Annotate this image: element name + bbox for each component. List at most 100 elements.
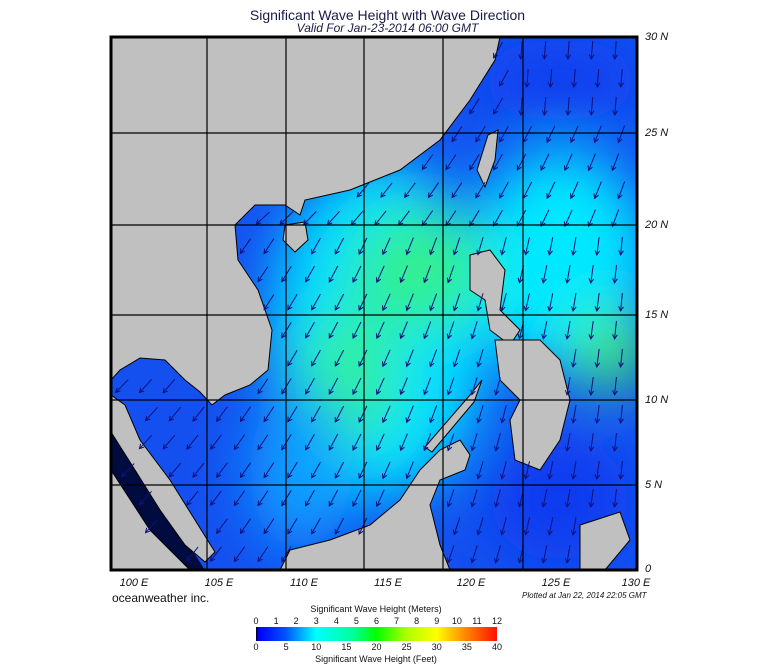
wave-direction-arrow (612, 488, 618, 508)
wave-direction-arrow (429, 237, 438, 256)
wave-direction-arrow (470, 377, 478, 396)
wave-direction-arrow (493, 545, 501, 564)
wave-direction-arrow (564, 545, 571, 564)
wave-direction-arrow (540, 209, 550, 228)
land-taiwan (476, 129, 499, 189)
wave-direction-arrow (192, 406, 205, 422)
wave-direction-arrow (162, 378, 176, 394)
feet-tick: 25 (401, 642, 412, 652)
wave-direction-arrow (564, 265, 571, 284)
wave-direction-arrow (115, 379, 129, 394)
wave-direction-arrow (516, 153, 527, 171)
lon-label: 110 E (290, 577, 318, 589)
map-subtitle: Valid For Jan-23-2014 06:00 GMT (296, 21, 479, 35)
wave-direction-arrow (469, 98, 480, 115)
wave-direction-arrow (263, 462, 275, 479)
wave-direction-arrow (375, 265, 385, 284)
wave-direction-arrow (618, 460, 624, 480)
wave-direction-arrow (547, 461, 554, 480)
land-visayas-mindanao (494, 339, 571, 471)
wave-direction-arrow (255, 211, 270, 225)
wave-direction-arrow (399, 321, 408, 340)
wave-direction-arrow (541, 321, 548, 340)
wave-direction-arrow (593, 125, 602, 144)
wave-direction-arrow (500, 517, 507, 536)
wave-direction-arrow (216, 406, 228, 423)
wave-direction-arrow (305, 321, 315, 339)
meters-tick: 9 (434, 616, 440, 626)
wave-direction-arrow (429, 293, 438, 312)
wave-direction-arrow (499, 69, 509, 87)
land-china-indochina (111, 37, 501, 406)
wave-direction-arrow (209, 434, 222, 451)
wave-direction-arrow (446, 433, 455, 452)
wave-direction-arrow (588, 377, 595, 396)
colorbar (256, 627, 497, 641)
lon-label: 100 E (119, 577, 149, 589)
wave-direction-arrow (239, 406, 252, 423)
wave-direction-arrow (328, 265, 339, 283)
wave-direction-arrow (311, 237, 321, 255)
wave-direction-arrow (311, 349, 321, 367)
wave-direction-arrow (405, 293, 414, 312)
wave-direction-arrow (618, 236, 624, 256)
wave-direction-arrow (287, 350, 298, 367)
wave-direction-arrow (594, 68, 601, 89)
lon-label: 120 E (456, 577, 486, 589)
wave-direction-arrow (192, 462, 205, 478)
wave-direction-arrow (541, 489, 548, 508)
wave-direction-arrow (476, 405, 484, 424)
wave-direction-arrow (565, 40, 571, 61)
wave-direction-arrow (469, 154, 480, 171)
wave-direction-arrow (569, 181, 579, 200)
wave-direction-arrow (475, 126, 486, 143)
wave-direction-arrow (547, 237, 554, 256)
wave-direction-arrow (311, 517, 321, 535)
wave-direction-arrow (618, 348, 624, 368)
land-borneo (279, 439, 471, 570)
wave-direction-arrow (239, 518, 252, 535)
wave-direction-arrow (570, 405, 577, 424)
wave-direction-arrow (352, 433, 362, 452)
wave-direction-arrow (570, 237, 577, 256)
wave-direction-arrow (617, 181, 626, 200)
colorbar-meters-title: Significant Wave Height (Meters) (310, 604, 442, 614)
wave-direction-arrow (445, 154, 457, 171)
wave-direction-arrow (594, 349, 601, 368)
wave-direction-arrow (446, 489, 455, 508)
land-sumatra (111, 469, 191, 570)
wave-direction-arrow (311, 405, 321, 423)
wave-direction-arrow (305, 265, 315, 283)
feet-tick: 10 (311, 642, 322, 652)
wave-direction-arrow (446, 377, 455, 396)
wave-direction-arrow (523, 461, 531, 480)
land-luzon (469, 249, 521, 346)
map-title: Significant Wave Height with Wave Direct… (249, 7, 526, 23)
wave-direction-arrow (334, 237, 345, 255)
wave-direction-arrow (564, 321, 571, 340)
plotted-timestamp: Plotted at Jan 22, 2014 22:05 GMT (522, 591, 647, 600)
wave-direction-arrow (263, 406, 275, 423)
meters-tick: 10 (451, 616, 462, 626)
wave-direction-arrow (564, 489, 571, 508)
wave-direction-arrow (570, 461, 577, 480)
wave-direction-arrow (257, 378, 269, 395)
wave-direction-arrow (541, 545, 548, 564)
wave-direction-arrow (493, 153, 503, 171)
wave-direction-arrow (358, 293, 368, 312)
wave-direction-arrow (352, 321, 362, 340)
wave-direction-arrow (541, 96, 548, 117)
wave-direction-arrow (476, 349, 484, 368)
lat-label: 10 N (645, 394, 669, 406)
wave-direction-arrow (593, 181, 602, 200)
wave-direction-arrow (570, 349, 577, 368)
wave-direction-arrow (287, 518, 298, 535)
wave-direction-arrow (423, 265, 432, 284)
wave-direction-arrow (405, 237, 414, 256)
wave-direction-arrow (452, 349, 461, 368)
wave-direction-arrow (263, 294, 275, 311)
wave-direction-arrow (381, 349, 391, 368)
lon-label: 115 E (374, 577, 402, 589)
meters-tick: 6 (373, 616, 379, 626)
wave-direction-arrow (493, 209, 503, 227)
